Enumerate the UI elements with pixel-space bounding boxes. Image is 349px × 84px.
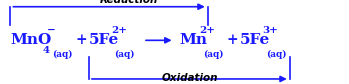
Text: Reduction: Reduction [100, 0, 158, 5]
Text: Oxidation: Oxidation [162, 73, 218, 83]
Text: 4: 4 [43, 46, 50, 55]
Text: 5Fe: 5Fe [89, 33, 119, 47]
Text: 3+: 3+ [262, 26, 278, 35]
Text: +: + [75, 33, 87, 47]
Text: +: + [226, 33, 238, 47]
Text: 2+: 2+ [111, 26, 127, 35]
Text: −: − [47, 26, 55, 35]
Text: MnO: MnO [10, 33, 52, 47]
Text: 5Fe: 5Fe [240, 33, 270, 47]
Text: (aq): (aq) [114, 50, 135, 59]
Text: (aq): (aq) [52, 50, 72, 59]
Text: Mn: Mn [180, 33, 208, 47]
Text: 2+: 2+ [200, 26, 216, 35]
Text: (aq): (aq) [203, 50, 224, 59]
Text: (aq): (aq) [266, 50, 287, 59]
